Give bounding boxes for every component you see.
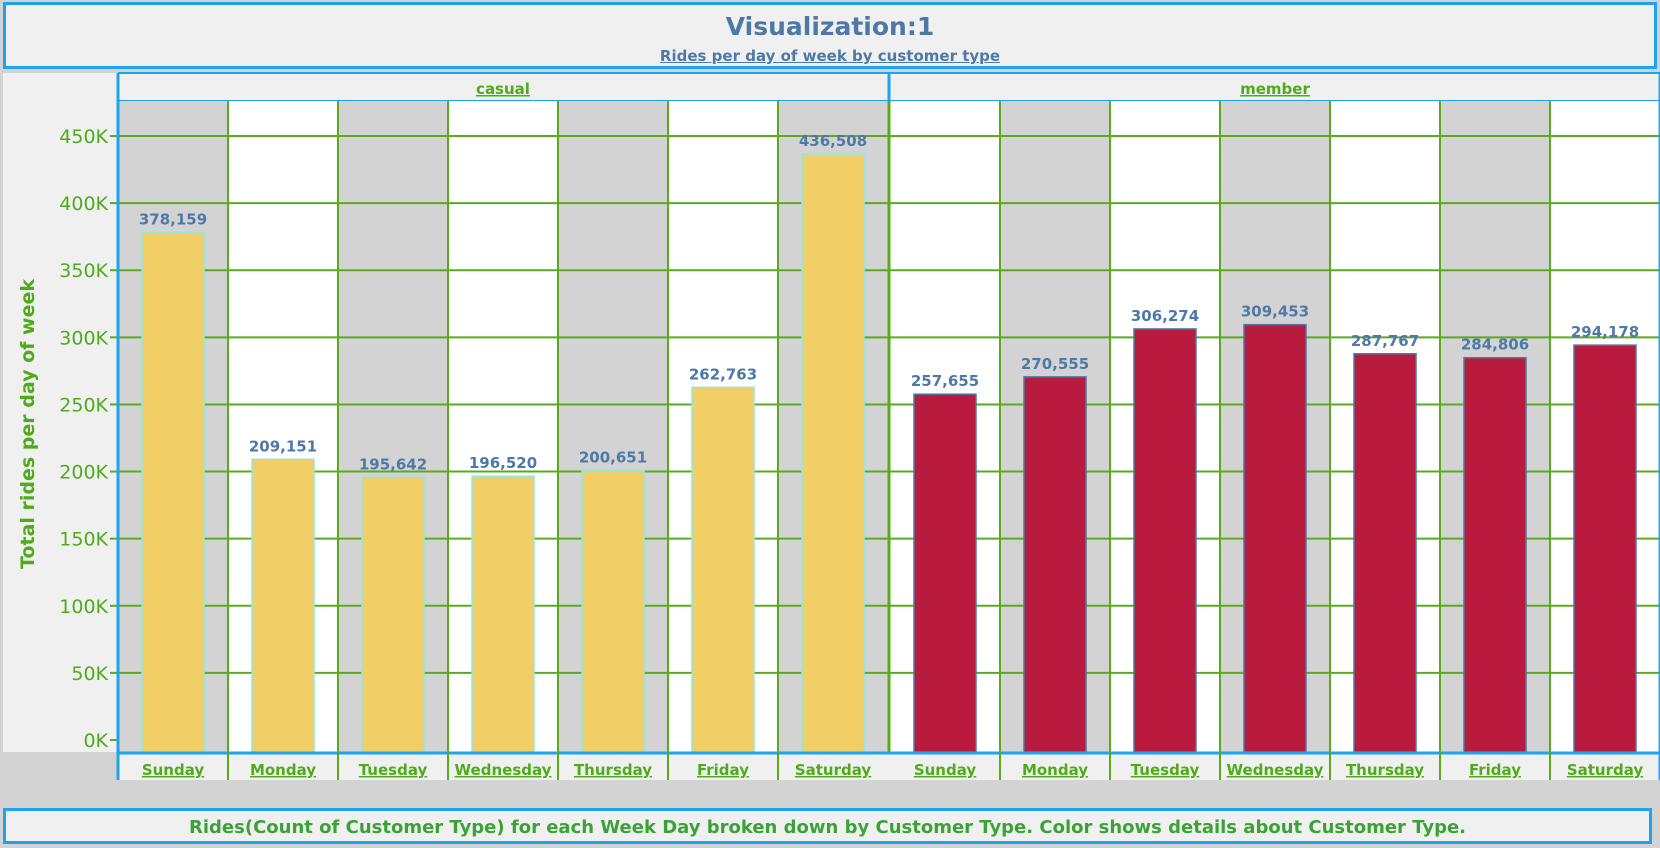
bar-value-label: 262,763: [689, 365, 757, 383]
bar-value-label: 209,151: [249, 437, 317, 455]
x-tick-label[interactable]: Tuesday: [1131, 761, 1200, 779]
x-tick-label[interactable]: Monday: [250, 761, 316, 779]
y-axis-area: [3, 73, 118, 752]
x-tick-label[interactable]: Sunday: [142, 761, 205, 779]
bar-chart: casual member 0K 50K 100K 150K 200K 250K 300K 350…: [3, 72, 1660, 780]
y-tick-label: 150K: [59, 529, 108, 551]
bar-value-label: 294,178: [1571, 323, 1639, 341]
bar-value-label: 306,274: [1131, 307, 1199, 325]
y-tick-label: 250K: [59, 394, 108, 416]
bar-value-label: 284,806: [1461, 336, 1529, 354]
bar-casual-wednesday[interactable]: [471, 475, 535, 753]
x-tick-label[interactable]: Tuesday: [359, 761, 428, 779]
chart-subtitle[interactable]: Rides per day of week by customer type: [659, 47, 1001, 65]
y-tick-label: 300K: [59, 327, 108, 349]
x-tick-label[interactable]: Saturday: [795, 761, 872, 779]
bar-member-tuesday[interactable]: [1133, 328, 1197, 753]
bar-casual-saturday[interactable]: [801, 153, 865, 753]
bar-member-sunday[interactable]: [913, 393, 977, 753]
bar-casual-tuesday[interactable]: [361, 476, 425, 753]
x-tick-label[interactable]: Sunday: [914, 761, 977, 779]
x-axis-strip: [118, 752, 1660, 780]
bar-casual-sunday[interactable]: [141, 231, 205, 753]
chart-caption-box: Rides(Count of Customer Type) for each W…: [3, 808, 1652, 844]
y-tick-label: 400K: [59, 193, 108, 215]
x-tick-label[interactable]: Friday: [697, 761, 749, 779]
y-tick-label: 350K: [59, 260, 108, 282]
x-tick-label[interactable]: Friday: [1469, 761, 1521, 779]
chart-title: Visualization:1: [725, 12, 935, 41]
x-tick-label[interactable]: Thursday: [574, 761, 652, 779]
y-tick-label: 50K: [71, 663, 108, 685]
bar-casual-thursday[interactable]: [581, 469, 645, 753]
bar-value-label: 270,555: [1021, 355, 1089, 373]
x-tick-label[interactable]: Wednesday: [455, 761, 552, 779]
bar-member-friday[interactable]: [1463, 356, 1527, 753]
bar-casual-friday[interactable]: [691, 386, 755, 753]
x-tick-label[interactable]: Monday: [1022, 761, 1088, 779]
bar-value-label: 436,508: [799, 132, 867, 150]
x-tick-label[interactable]: Thursday: [1346, 761, 1424, 779]
bar-member-monday[interactable]: [1023, 376, 1087, 753]
bar-value-label: 195,642: [359, 455, 427, 473]
bar-member-thursday[interactable]: [1353, 353, 1417, 753]
bar-value-label: 196,520: [469, 454, 537, 472]
bar-value-label: 309,453: [1241, 303, 1309, 321]
y-tick-label: 200K: [59, 462, 108, 484]
bar-value-label: 200,651: [579, 449, 647, 467]
panel-label-member[interactable]: member: [1240, 80, 1310, 98]
chart-caption: Rides(Count of Customer Type) for each W…: [189, 817, 1466, 838]
panel-header-member: [890, 73, 1660, 101]
bar-value-label: 257,655: [911, 372, 979, 390]
x-tick-label[interactable]: Wednesday: [1227, 761, 1324, 779]
bar-casual-monday[interactable]: [251, 458, 315, 753]
bar-member-saturday[interactable]: [1573, 344, 1637, 753]
bar-member-wednesday[interactable]: [1243, 323, 1307, 753]
chart-header: Visualization:1 Rides per day of week by…: [3, 2, 1657, 69]
bar-value-label: 287,767: [1351, 332, 1419, 350]
bar-value-label: 378,159: [139, 210, 207, 228]
panel-label-casual[interactable]: casual: [476, 80, 530, 98]
y-tick-label: 0K: [83, 730, 108, 752]
y-tick-label: 450K: [59, 126, 108, 148]
x-tick-label[interactable]: Saturday: [1567, 761, 1644, 779]
y-axis-title: Total rides per day of week: [17, 279, 39, 569]
y-tick-label: 100K: [59, 596, 108, 618]
panel-header-casual: [118, 73, 888, 101]
